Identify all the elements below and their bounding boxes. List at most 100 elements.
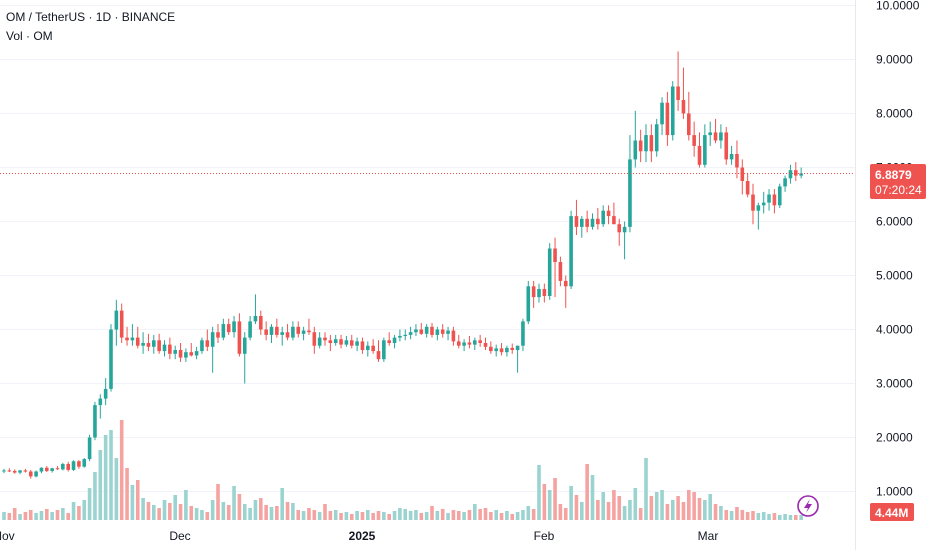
volume-bar [344, 512, 349, 520]
candle-body [339, 339, 343, 345]
candle-body [676, 86, 680, 100]
volume-bar [483, 508, 488, 520]
volume-bar [275, 506, 279, 520]
candle-body [563, 280, 568, 287]
volume-bar [77, 506, 81, 520]
candle-body [681, 100, 686, 114]
candle-body [467, 342, 472, 345]
volume-bar [18, 514, 22, 520]
candles [2, 51, 803, 479]
volume-bar [382, 512, 386, 520]
candle-body [419, 329, 424, 334]
price-tick-label: 2.0000 [876, 431, 913, 445]
volume-bar [408, 511, 413, 520]
candle-body [18, 470, 22, 473]
candle-body [141, 343, 145, 346]
candle-body [71, 461, 76, 470]
candle-body [307, 330, 311, 333]
candle-body [505, 347, 509, 353]
candle-body [612, 216, 616, 225]
candle-body [777, 186, 782, 206]
candle-body [462, 342, 466, 346]
candle-body [729, 154, 734, 160]
volume-bar [462, 512, 466, 520]
volume-bar [451, 510, 456, 520]
candle-body [317, 337, 322, 346]
volume-bar [601, 492, 605, 520]
volume-bar [622, 506, 627, 520]
volume-bar [590, 475, 595, 520]
volume-bar [687, 490, 691, 520]
volume-bar [355, 511, 359, 520]
volume-bar [724, 510, 729, 520]
time-tick-label: Feb [534, 529, 555, 543]
candle-body [430, 326, 434, 335]
volume-bar [708, 494, 712, 520]
candle-body [248, 321, 252, 338]
candle-body [28, 471, 33, 477]
candle-body [184, 352, 188, 358]
volume-bar [767, 514, 771, 520]
candle-body [799, 173, 803, 176]
candle-body [291, 326, 295, 338]
volume-bar [665, 504, 670, 520]
candle-body [456, 341, 461, 346]
volume-bars [2, 420, 803, 520]
volume-badge: 4.44M [870, 503, 914, 521]
volume-bar [34, 513, 38, 520]
candle-body [537, 289, 541, 298]
volume-bar [403, 509, 408, 520]
candle-body [178, 350, 183, 358]
candle-body [446, 330, 450, 334]
volume-bar [98, 450, 103, 520]
symbol-title[interactable]: OM / TetherUS · 1D · BINANCE [6, 10, 176, 24]
candle-body [93, 405, 97, 438]
volume-bar [371, 513, 375, 520]
candle-body [82, 459, 87, 467]
volume-bar [440, 509, 445, 520]
volume-bar [242, 504, 247, 520]
volume-indicator-title[interactable]: Vol · OM [6, 29, 53, 43]
lightning-icon[interactable] [797, 495, 819, 517]
price-axis[interactable]: 10.00009.00008.00007.00006.00005.00004.0… [876, 0, 920, 499]
candle-body [98, 398, 103, 406]
volume-bar [515, 512, 520, 520]
volume-bar [617, 496, 622, 520]
volume-bar [772, 513, 777, 520]
candle-body [7, 470, 12, 472]
volume-bar [654, 492, 659, 520]
candle-body [269, 326, 274, 335]
volume-badge-bg [870, 503, 914, 521]
volume-bar [221, 502, 226, 520]
candle-body [483, 343, 488, 347]
volume-bar [531, 509, 536, 520]
candle-body [617, 224, 622, 233]
candle-body [355, 341, 359, 346]
candle-body [61, 463, 65, 470]
candle-body [510, 347, 515, 351]
volume-bar [119, 420, 124, 520]
candle-body [146, 343, 151, 347]
volume-bar [751, 511, 755, 520]
volume-bar [467, 510, 472, 520]
volume-bar [269, 507, 274, 520]
candle-body [157, 340, 161, 352]
time-tick-label: 2025 [349, 529, 376, 543]
candle-body [392, 337, 397, 343]
time-axis[interactable]: Nov Dec 2025 Feb Mar [0, 529, 718, 543]
volume-bar [248, 508, 252, 520]
volume-bar [205, 512, 210, 520]
volume-bar [681, 502, 686, 520]
candle-body [301, 330, 306, 334]
candle-body [328, 340, 333, 343]
volume-bar [259, 498, 263, 520]
candle-body [494, 348, 498, 352]
candle-body [114, 310, 119, 330]
volume-bar [285, 502, 290, 520]
volume-bar [574, 495, 579, 520]
candle-body [226, 324, 231, 333]
volume-bar [692, 492, 696, 520]
candle-body [125, 337, 129, 341]
